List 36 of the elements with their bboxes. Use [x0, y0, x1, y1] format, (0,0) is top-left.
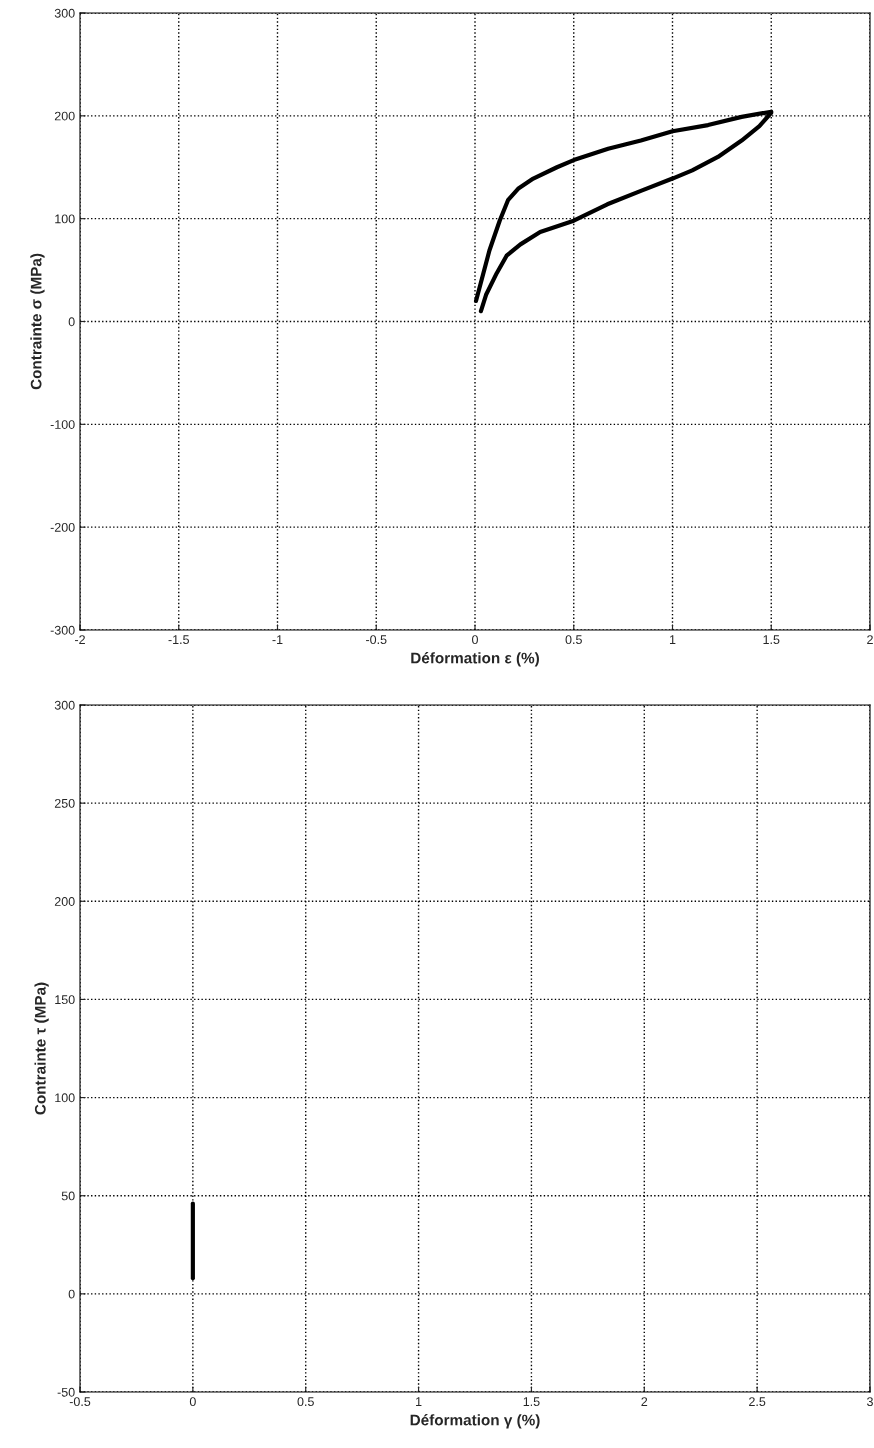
x-axis-title: Déformation ε (%): [411, 652, 539, 667]
x-tick-label: 1: [669, 635, 676, 644]
y-tick-label: 150: [55, 995, 75, 1005]
x-tick-label: 1.5: [763, 635, 780, 645]
x-tick-label: 1.5: [523, 1397, 540, 1407]
x-tick-label: 0.5: [565, 635, 582, 645]
x-tick-label: 2.5: [749, 1397, 766, 1407]
x-tick-label: -0.5: [69, 1397, 91, 1407]
y-tick-label: 200: [54, 897, 75, 906]
y-tick-label: 300: [54, 8, 75, 18]
x-tick-label: 0.5: [297, 1397, 314, 1407]
x-tick-label: -0.5: [366, 635, 387, 645]
y-tick-label: 0: [68, 1289, 75, 1299]
y-tick-label: 300: [54, 700, 75, 710]
y-tick-label: 100: [55, 1093, 75, 1103]
y-tick-label: 100: [55, 214, 75, 224]
y-tick-label: -300: [50, 625, 75, 635]
y-tick-label: -100: [50, 420, 75, 429]
x-tick-label: 3: [867, 1397, 873, 1407]
x-tick-label: 2: [867, 635, 873, 644]
x-tick-label: -1.5: [168, 635, 189, 645]
x-tick-label: 1: [416, 1397, 422, 1406]
y-axis-title: Contrainte τ (MPa): [34, 982, 49, 1115]
y-tick-label: 0: [68, 317, 75, 327]
y-tick-label: 50: [61, 1191, 75, 1201]
y-tick-label: 200: [54, 111, 75, 121]
x-tick-label: 0: [472, 635, 478, 645]
y-tick-label: 250: [54, 798, 75, 808]
y-tick-label: -200: [50, 522, 75, 532]
x-tick-label: -1: [272, 635, 283, 644]
y-axis-title: Contrainte σ (MPa): [30, 253, 45, 390]
x-axis-title: Déformation γ (%): [410, 1414, 540, 1429]
x-tick-label: 0: [189, 1397, 196, 1407]
x-tick-label: 2: [641, 1397, 648, 1406]
x-tick-label: -2: [75, 635, 85, 644]
y-tick-label: -50: [57, 1387, 75, 1397]
